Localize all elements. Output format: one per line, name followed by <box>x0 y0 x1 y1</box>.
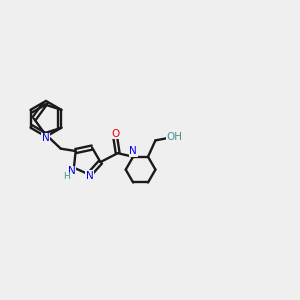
Text: N: N <box>42 133 50 143</box>
Text: N: N <box>68 166 75 176</box>
Text: H: H <box>63 172 70 181</box>
Text: N: N <box>129 146 137 156</box>
Text: N: N <box>86 171 94 181</box>
Text: OH: OH <box>167 132 182 142</box>
Text: O: O <box>111 129 119 139</box>
